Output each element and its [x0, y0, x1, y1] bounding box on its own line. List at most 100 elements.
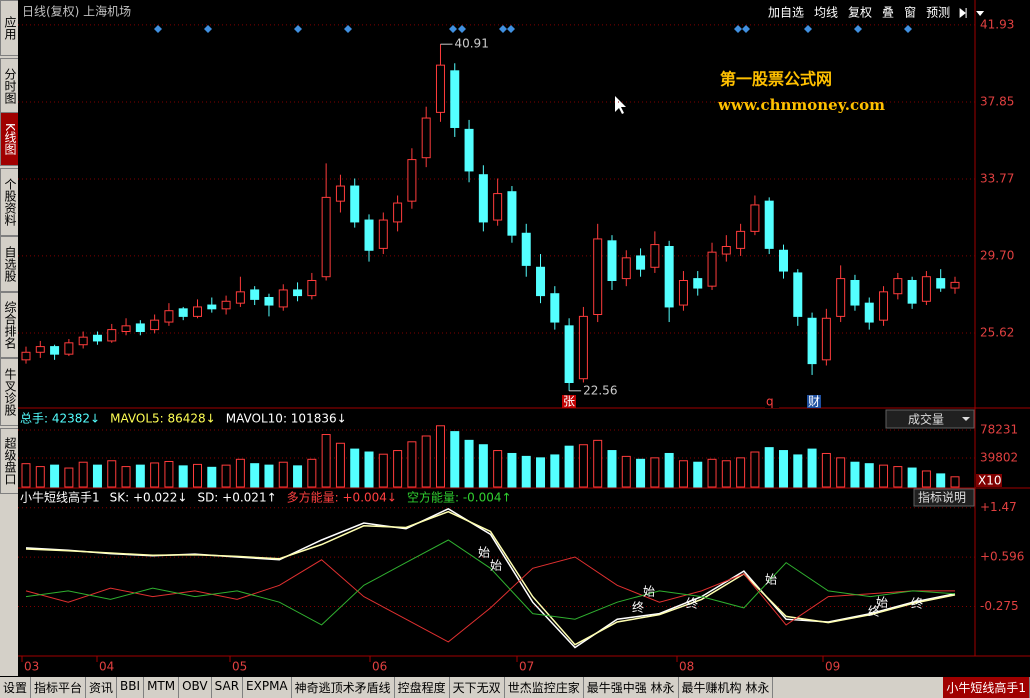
candle-body — [135, 323, 145, 332]
signal-label: 始 — [478, 546, 490, 560]
bottom-tab[interactable]: MTM — [144, 677, 180, 698]
bottom-tab[interactable]: 最牛强中强 林永 — [584, 677, 679, 698]
toolbar-button[interactable]: 窗 — [904, 6, 916, 20]
toolbar-button[interactable]: 加自选 — [768, 6, 804, 20]
volume-bar — [678, 460, 688, 488]
bottom-tab[interactable]: SAR — [212, 677, 244, 698]
indicator-button[interactable] — [913, 488, 975, 507]
candle-body — [707, 251, 717, 287]
toolbar-icon[interactable] — [976, 11, 985, 16]
candle-body — [307, 279, 317, 297]
x-tick-label: 04 — [99, 660, 114, 674]
toolbar-button[interactable]: 均线 — [814, 6, 838, 20]
signal-diamond — [507, 25, 515, 33]
bottom-tab[interactable]: 最牛赚机构 林永 — [679, 677, 774, 698]
bottom-tab[interactable]: EXPMA — [243, 677, 292, 698]
chart-bg — [18, 0, 1030, 677]
candle-body — [493, 193, 503, 221]
volume-bar — [707, 458, 717, 488]
toolbar-button[interactable]: 预测 — [926, 6, 950, 20]
volume-bar — [921, 470, 931, 488]
side-tab[interactable]: 应用 — [0, 0, 19, 56]
volume-bar — [50, 464, 60, 488]
signal-diamond — [204, 25, 212, 33]
signal-diamond — [449, 25, 457, 33]
signal-diamond — [294, 25, 302, 33]
side-tab[interactable]: 个股资料 — [0, 168, 19, 236]
candle-body — [821, 317, 831, 361]
volume-bar — [164, 460, 174, 488]
side-tab[interactable]: 超级盘口 — [0, 428, 19, 494]
bottom-tab[interactable]: 设置 — [0, 677, 32, 698]
indicator-line — [25, 510, 956, 646]
volume-header: 总手: 42382↓ — [20, 412, 100, 426]
y-tick-label: 25.62 — [980, 326, 1014, 340]
bottom-tab[interactable]: 神奇逃顶术矛盾线 — [292, 677, 395, 698]
volume-bar — [850, 461, 860, 488]
volume-header: MAVOL5: 86428↓ — [110, 412, 216, 426]
toolbar-icon[interactable] — [959, 7, 967, 19]
volume-bar — [250, 463, 260, 488]
candle-body — [321, 196, 331, 278]
signal-label: 终 — [686, 596, 698, 611]
candle-body — [207, 304, 217, 310]
side-tab[interactable]: 自选股 — [0, 236, 19, 292]
candle-body — [550, 293, 560, 323]
bottom-tab[interactable]: BBI — [117, 677, 145, 698]
bottom-tab[interactable]: 控盘程度 — [395, 677, 450, 698]
candle-body — [92, 334, 102, 342]
volume-bar — [193, 463, 203, 488]
side-tab[interactable]: 综合排名 — [0, 292, 19, 358]
volume-bar — [135, 464, 145, 488]
side-tab[interactable]: 分时图 — [0, 58, 19, 114]
volume-bar — [107, 460, 117, 488]
bottom-tab[interactable]: 指标平台 — [31, 677, 87, 698]
min-label: 22.56 — [583, 383, 617, 397]
volume-selector[interactable] — [885, 409, 975, 429]
candle-body — [521, 232, 531, 266]
volume-bar — [221, 464, 231, 488]
volume-bar — [450, 431, 460, 488]
bottom-tab[interactable]: 小牛短线高手1 — [943, 677, 1030, 698]
volume-bar — [92, 464, 102, 488]
watermark-url: www.chnmoney.com — [717, 96, 885, 114]
signal-label: 终 — [632, 600, 644, 615]
candle-body — [250, 289, 260, 300]
indicator-line — [25, 539, 956, 626]
candle-body — [793, 272, 803, 317]
volume-bar — [578, 444, 588, 488]
toolbar-button[interactable]: 叠 — [882, 6, 894, 20]
marker-bg — [807, 395, 821, 408]
toolbar-button[interactable]: 复权 — [848, 6, 872, 20]
y-tick-label: +1.47 — [980, 500, 1017, 514]
candle-body — [864, 302, 874, 323]
side-tab[interactable]: K线图 — [0, 112, 19, 166]
max-label: 40.91 — [454, 37, 488, 51]
volume-bar — [435, 425, 445, 488]
candle-body — [335, 185, 345, 202]
volume-bar — [335, 442, 345, 488]
volume-bar — [235, 458, 245, 488]
sidebar: 应用分时图 K线图个股资料 自选股 综合排名 牛叉诊股超级盘口 — [0, 0, 19, 676]
volume-bar — [750, 451, 760, 488]
volume-bar — [393, 450, 403, 488]
bottom-tab[interactable]: OBV — [179, 677, 212, 698]
dropdown-arrow — [962, 417, 970, 421]
candle-body — [893, 278, 903, 295]
bottom-tab[interactable]: 世杰监控庄家 — [505, 677, 584, 698]
volume-bar — [664, 452, 674, 488]
candle-body — [407, 159, 417, 202]
side-tab[interactable]: 牛叉诊股 — [0, 358, 19, 426]
bottom-tab[interactable]: 资讯 — [86, 677, 118, 698]
volume-bar — [950, 476, 960, 488]
y-tick-label: 37.85 — [980, 94, 1014, 108]
volume-bar — [693, 461, 703, 488]
candle-body — [21, 351, 31, 361]
volume-bar — [307, 458, 317, 488]
bottom-tab[interactable]: 天下无双 — [450, 677, 505, 698]
candle-body — [950, 281, 960, 289]
volume-selector-label: 成交量 — [908, 412, 944, 427]
bottom-tabs: 设置 指标平台 资讯 BBI MTM OBV SAR EXPMA 神奇逃顶术矛盾线 控盘程度 天下无… — [0, 677, 1030, 698]
indicator-button-label: 指标说明 — [918, 490, 966, 505]
volume-bar — [807, 448, 817, 488]
